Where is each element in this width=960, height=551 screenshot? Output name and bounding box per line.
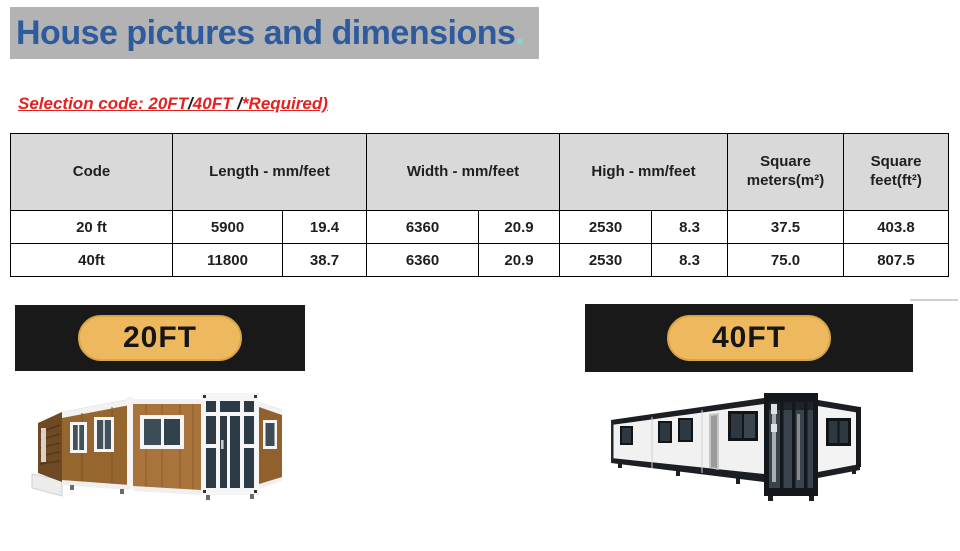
header-length: Length - mm/feet [172,133,367,211]
cell-sqft: 403.8 [843,210,949,244]
house-40ft-photo [611,393,861,501]
cell-length-mm: 11800 [172,243,283,277]
house-20ft-left-wall [62,399,130,487]
header-width: Width - mm/feet [366,133,560,211]
cell-length-mm: 5900 [172,210,283,244]
photo-edge-line [910,299,958,301]
selection-slash: / [188,94,193,113]
badge-20ft: 20FT [78,315,242,361]
cell-length-ft: 38.7 [282,243,367,277]
table-row-40ft: 40ft 11800 38.7 6360 20.9 2530 8.3 75.0 … [10,243,949,277]
table-row-20ft: 20 ft 5900 19.4 6360 20.9 2530 8.3 37.5 … [10,210,949,244]
cell-sqm: 37.5 [727,210,844,244]
house-20ft-front-wall [133,399,201,490]
house-20ft-photo [31,393,282,500]
house-40ft-right-wall [818,400,861,478]
cell-code: 40ft [10,243,173,277]
cell-length-ft: 19.4 [282,210,367,244]
page-title-period: . [515,13,525,52]
cell-code: 20 ft [10,210,173,244]
cell-width-ft: 20.9 [478,243,560,277]
badge-40ft: 40FT [667,315,831,361]
cell-width-mm: 6360 [366,210,479,244]
selection-code-line: Selection code: 20FT/40FT /*Required) [18,94,328,114]
selection-required-note: *Required) [241,94,328,113]
selection-slash: / [232,94,242,113]
cell-width-mm: 6360 [366,243,479,277]
house-20ft-right-wall [259,402,282,486]
cell-sqft: 807.5 [843,243,949,277]
cell-high-mm: 2530 [559,210,652,244]
header-square-feet: Square feet(ft²) [843,133,949,211]
cell-sqm: 75.0 [727,243,844,277]
house-40ft-entry-doors [764,393,818,496]
house-20ft-corner-trim [127,397,133,489]
page-title: House pictures and dimensions [16,13,516,52]
table-header-row: Code Length - mm/feet Width - mm/feet Hi… [10,133,949,211]
header-code: Code [10,133,173,211]
banner-20ft: 20FT [15,305,305,371]
header-high: High - mm/feet [559,133,728,211]
cell-high-ft: 8.3 [651,243,728,277]
house-40ft-long-wall [611,398,764,482]
house-20ft-end-wall [38,412,62,482]
cell-high-mm: 2530 [559,243,652,277]
page-title-highlight: House pictures and dimensions. [10,7,539,59]
cell-high-ft: 8.3 [651,210,728,244]
house-20ft-entry-doors [201,393,259,495]
selection-code-part: 40FT [192,94,233,113]
dimensions-table: Code Length - mm/feet Width - mm/feet Hi… [10,133,949,277]
cell-width-ft: 20.9 [478,210,560,244]
selection-code-part: Selection code: 20FT [18,94,189,113]
house-40ft-legs [618,463,856,501]
banner-40ft: 40FT [585,304,913,372]
house-20ft-base [62,477,282,500]
header-square-meters: Square meters(m²) [727,133,844,211]
